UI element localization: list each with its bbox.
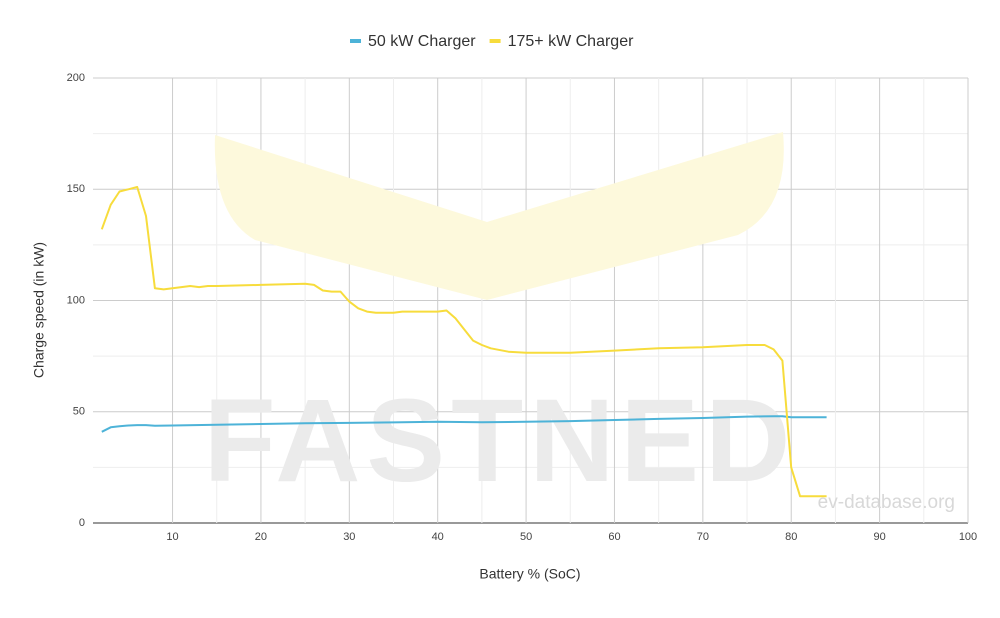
legend-swatch: [489, 39, 501, 43]
watermark: ev-database.org: [818, 492, 955, 513]
y-axis-label: Charge speed (in kW): [31, 242, 47, 378]
y-tick-label: 100: [67, 294, 85, 306]
y-tick-label: 200: [67, 72, 85, 84]
x-tick-label: 100: [959, 531, 977, 543]
x-tick-label: 60: [608, 531, 620, 543]
legend-label: 50 kW Charger: [368, 33, 476, 50]
y-tick-label: 50: [73, 406, 85, 418]
series-line: [100, 186, 827, 498]
y-tick-label: 150: [67, 183, 85, 195]
x-tick-label: 30: [343, 531, 355, 543]
x-tick-label: 40: [432, 531, 444, 543]
y-tick-label: 0: [79, 517, 85, 529]
x-tick-label: 20: [255, 531, 267, 543]
x-tick-label: 90: [873, 531, 885, 543]
legend: 50 kW Charger 175+ kW Charger: [350, 33, 634, 50]
x-tick-label: 10: [166, 531, 178, 543]
legend-label: 175+ kW Charger: [508, 33, 635, 50]
watermark: FASTNED: [204, 375, 797, 507]
x-axis-label: Battery % (SoC): [479, 566, 580, 582]
x-tick-label: 70: [697, 531, 709, 543]
x-tick-label: 50: [520, 531, 532, 543]
series-line: [101, 415, 827, 433]
logo-shape: [214, 132, 784, 300]
x-tick-label: 80: [785, 531, 797, 543]
legend-swatch: [350, 39, 361, 43]
